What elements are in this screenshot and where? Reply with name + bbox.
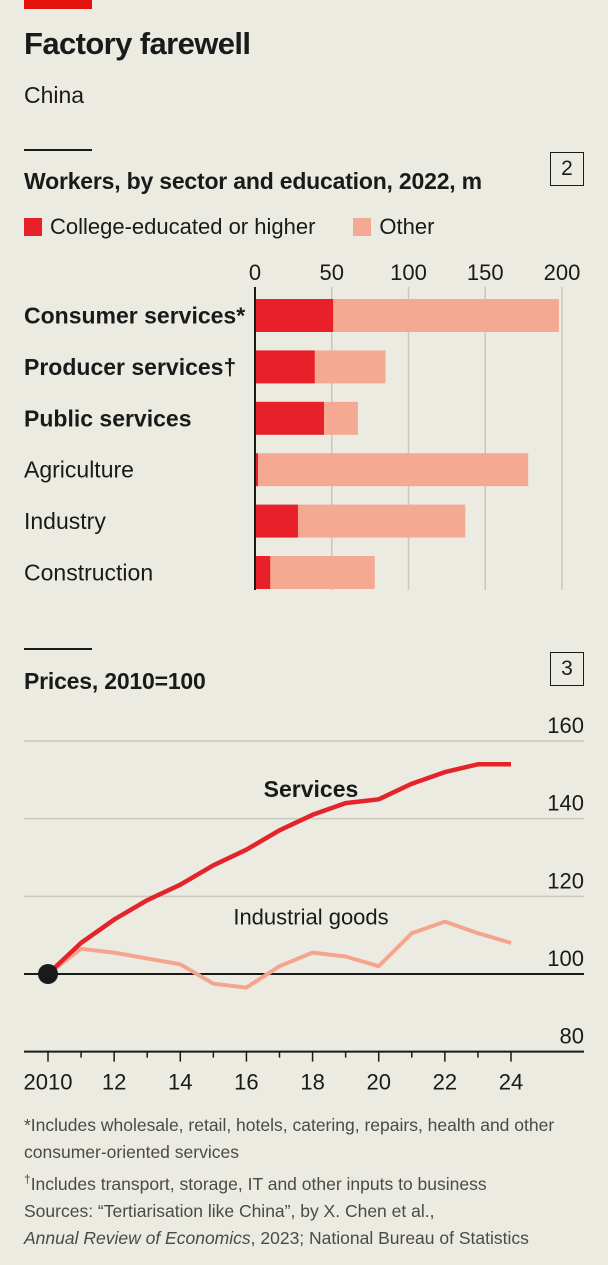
- category-label: Agriculture: [24, 457, 134, 483]
- y-tick-label: 80: [560, 1024, 584, 1049]
- bar-other: [333, 299, 559, 332]
- legend-label-other: Other: [379, 214, 435, 239]
- panel-rule-bars: [24, 149, 92, 151]
- bar-other: [270, 556, 375, 589]
- chart-subtitle: China: [24, 82, 85, 108]
- legend-swatch-other: [353, 218, 372, 236]
- line-services: [46, 762, 511, 976]
- y-tick-label: 100: [547, 946, 584, 971]
- bar-college: [255, 299, 334, 332]
- category-label: Industry: [24, 508, 106, 534]
- x-tick-label: 200: [544, 260, 581, 285]
- bar-other: [324, 401, 358, 435]
- x-tick-label: 150: [467, 260, 504, 285]
- bar-other: [314, 350, 386, 384]
- line-industrial-goods: [46, 919, 512, 990]
- x-tick-label: 18: [300, 1070, 324, 1095]
- category-label: Construction: [24, 560, 153, 586]
- line-panel-title: Prices, 2010=100: [24, 668, 206, 694]
- dagger-mark: †: [24, 1172, 31, 1186]
- line-panel-badge: 3: [550, 652, 584, 686]
- bar-college: [255, 504, 298, 538]
- line-chart: 80 100 120 140 160 2010 12 14 16 18 20 22 24 Services…: [24, 713, 584, 1095]
- y-tick-label: 140: [547, 791, 584, 816]
- y-tick-label: 120: [547, 868, 584, 893]
- bar-legend: College-educated or higher Other: [24, 214, 472, 240]
- bar-college: [255, 401, 325, 435]
- sources-journal: Annual Review of Economics: [24, 1227, 251, 1248]
- category-label: Public services: [24, 405, 192, 431]
- category-label: Producer services†: [24, 354, 236, 380]
- bar-other: [297, 504, 466, 538]
- bar-college: [255, 556, 271, 589]
- x-tick-label: 22: [433, 1070, 457, 1095]
- legend-swatch-college: [24, 218, 42, 236]
- category-label: Consumer services*: [24, 303, 245, 329]
- x-tick-label: 14: [168, 1070, 192, 1095]
- chart-title: Factory farewell: [24, 26, 251, 61]
- sources-suffix: , 2023; National Bureau of Statistics: [250, 1227, 529, 1248]
- x-tick-label: 12: [102, 1070, 126, 1095]
- origin-dot: [38, 964, 58, 984]
- bar-chart: 0 50 100 150 200 Consumer services* Producer s…: [24, 260, 581, 590]
- footnotes: *Includes wholesale, retail, hotels, cat…: [24, 1112, 594, 1252]
- series-label-industrial-goods: Industrial goods: [233, 905, 388, 930]
- x-tick-label: 100: [390, 260, 427, 285]
- x-tick-label: 0: [249, 260, 261, 285]
- bar-panel-badge: 2: [550, 152, 584, 186]
- x-tick-label: 16: [234, 1070, 258, 1095]
- legend-item-other: Other: [353, 214, 434, 240]
- bar-other: [258, 453, 529, 487]
- bar-panel-title: Workers, by sector and education, 2022, …: [24, 168, 482, 194]
- bar-college: [255, 350, 315, 384]
- panel-rule-lines: [24, 648, 92, 650]
- x-tick-label: 2010: [24, 1070, 73, 1095]
- sources-prefix: Sources: “Tertiarisation like China”, by…: [24, 1200, 435, 1221]
- footnote-producer-text: Includes transport, storage, IT and othe…: [30, 1173, 487, 1194]
- footnote-producer: †Includes transport, storage, IT and oth…: [24, 1166, 594, 1198]
- legend-item-college: College-educated or higher: [24, 214, 315, 240]
- footnote-sources: Sources: “Tertiarisation like China”, by…: [24, 1198, 594, 1252]
- footnote-consumer: *Includes wholesale, retail, hotels, cat…: [24, 1115, 555, 1162]
- bar-college: [255, 453, 259, 487]
- x-tick-label: 24: [499, 1070, 523, 1095]
- series-label-services: Services: [264, 776, 359, 802]
- x-tick-label: 20: [366, 1070, 390, 1095]
- legend-label-college: College-educated or higher: [50, 214, 316, 239]
- y-tick-label: 160: [547, 713, 584, 738]
- x-tick-label: 50: [320, 260, 344, 285]
- brand-bar: [24, 0, 92, 9]
